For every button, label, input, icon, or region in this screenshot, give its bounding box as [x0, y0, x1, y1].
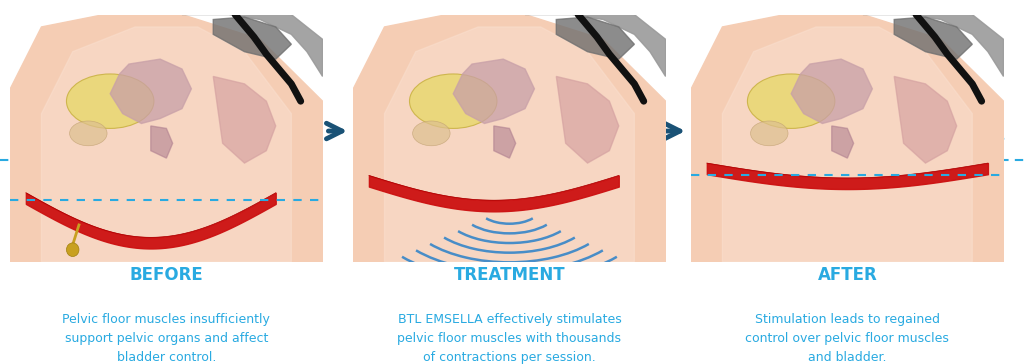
Polygon shape	[213, 17, 291, 59]
Polygon shape	[831, 126, 854, 158]
Ellipse shape	[67, 74, 154, 128]
Polygon shape	[182, 9, 323, 76]
Polygon shape	[384, 27, 634, 262]
Polygon shape	[894, 76, 956, 163]
Text: Stimulation leads to regained
control over pelvic floor muscles
and bladder.: Stimulation leads to regained control ov…	[745, 313, 949, 364]
Polygon shape	[792, 59, 872, 123]
Polygon shape	[556, 76, 618, 163]
Polygon shape	[353, 15, 666, 262]
Polygon shape	[556, 17, 634, 59]
Polygon shape	[691, 15, 1004, 262]
Ellipse shape	[751, 121, 788, 146]
Text: BEFORE: BEFORE	[129, 266, 204, 284]
Polygon shape	[894, 17, 973, 59]
Polygon shape	[525, 9, 666, 76]
Polygon shape	[213, 76, 275, 163]
Polygon shape	[723, 27, 973, 262]
Ellipse shape	[748, 74, 835, 128]
Polygon shape	[454, 59, 535, 123]
Polygon shape	[863, 9, 1004, 76]
Text: Pelvic floor muscles insufficiently
support pelvic organs and affect
bladder con: Pelvic floor muscles insufficiently supp…	[62, 313, 270, 364]
Polygon shape	[494, 126, 516, 158]
Polygon shape	[10, 15, 323, 262]
Text: AFTER: AFTER	[817, 266, 878, 284]
Text: BTL EMSELLA effectively stimulates
pelvic floor muscles with thousands
of contra: BTL EMSELLA effectively stimulates pelvi…	[397, 313, 622, 364]
Ellipse shape	[413, 121, 451, 146]
Ellipse shape	[67, 243, 79, 257]
Polygon shape	[41, 27, 291, 262]
Ellipse shape	[410, 74, 497, 128]
Text: TREATMENT: TREATMENT	[454, 266, 565, 284]
Ellipse shape	[70, 121, 108, 146]
Polygon shape	[151, 126, 173, 158]
Polygon shape	[111, 59, 191, 123]
